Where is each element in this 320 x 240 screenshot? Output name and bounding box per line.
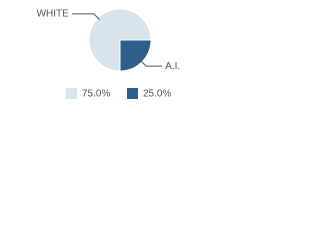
slice-label: A.I. [165,61,180,72]
legend-label: 25.0% [143,89,171,100]
legend-label: 75.0% [82,89,110,100]
chart: WHITE 75.0% A.I. 25.0% [37,8,181,100]
legend-swatch [127,88,138,99]
slice-label: WHITE [37,8,70,19]
leader-line [140,60,163,67]
leader-line [71,13,100,20]
legend-swatch [66,88,77,99]
